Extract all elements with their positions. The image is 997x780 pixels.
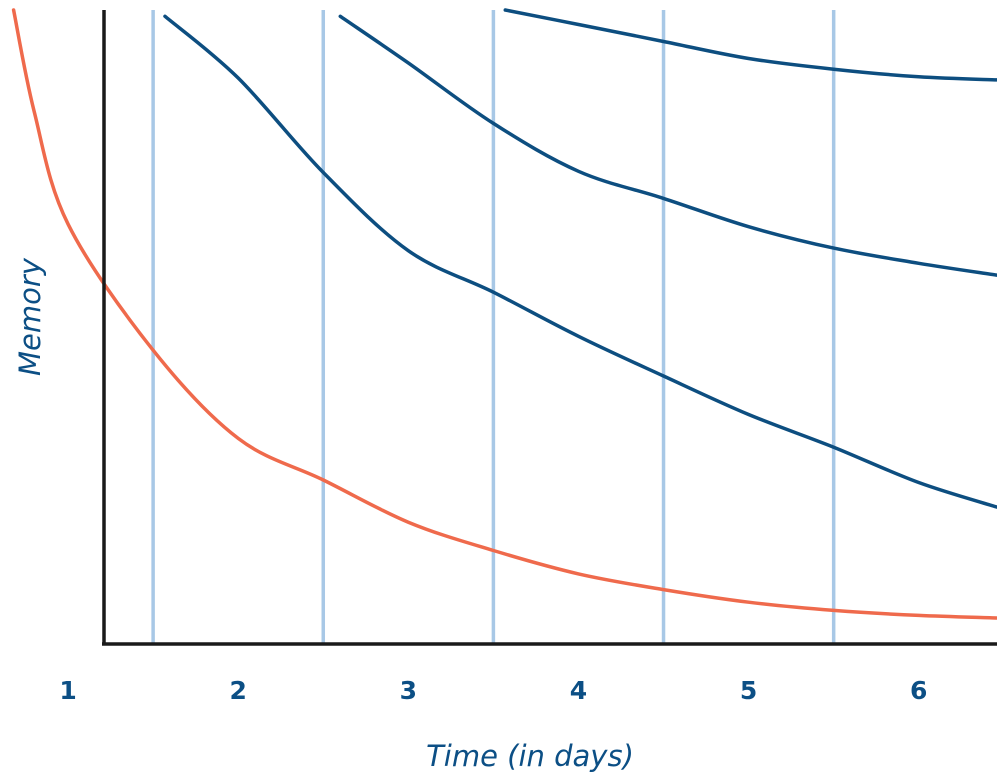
y-axis-title: Memory — [13, 257, 47, 376]
x-tick-label-3: 3 — [400, 676, 417, 705]
x-tick-label-5: 5 — [740, 676, 757, 705]
series-line-1 — [11, 8, 997, 620]
x-tick-label-4: 4 — [570, 676, 587, 705]
x-tick-label-1: 1 — [59, 676, 76, 705]
gridlines — [151, 10, 836, 644]
series-line-2 — [163, 14, 997, 509]
x-tick-labels: 1 2 3 4 5 6 — [59, 676, 927, 705]
series-line-3 — [338, 14, 997, 277]
x-tick-label-6: 6 — [910, 676, 927, 705]
x-axis-title: Time (in days) — [426, 739, 634, 773]
x-tick-label-2: 2 — [229, 676, 246, 705]
series-line-4 — [503, 8, 997, 82]
series-lines — [11, 8, 997, 620]
